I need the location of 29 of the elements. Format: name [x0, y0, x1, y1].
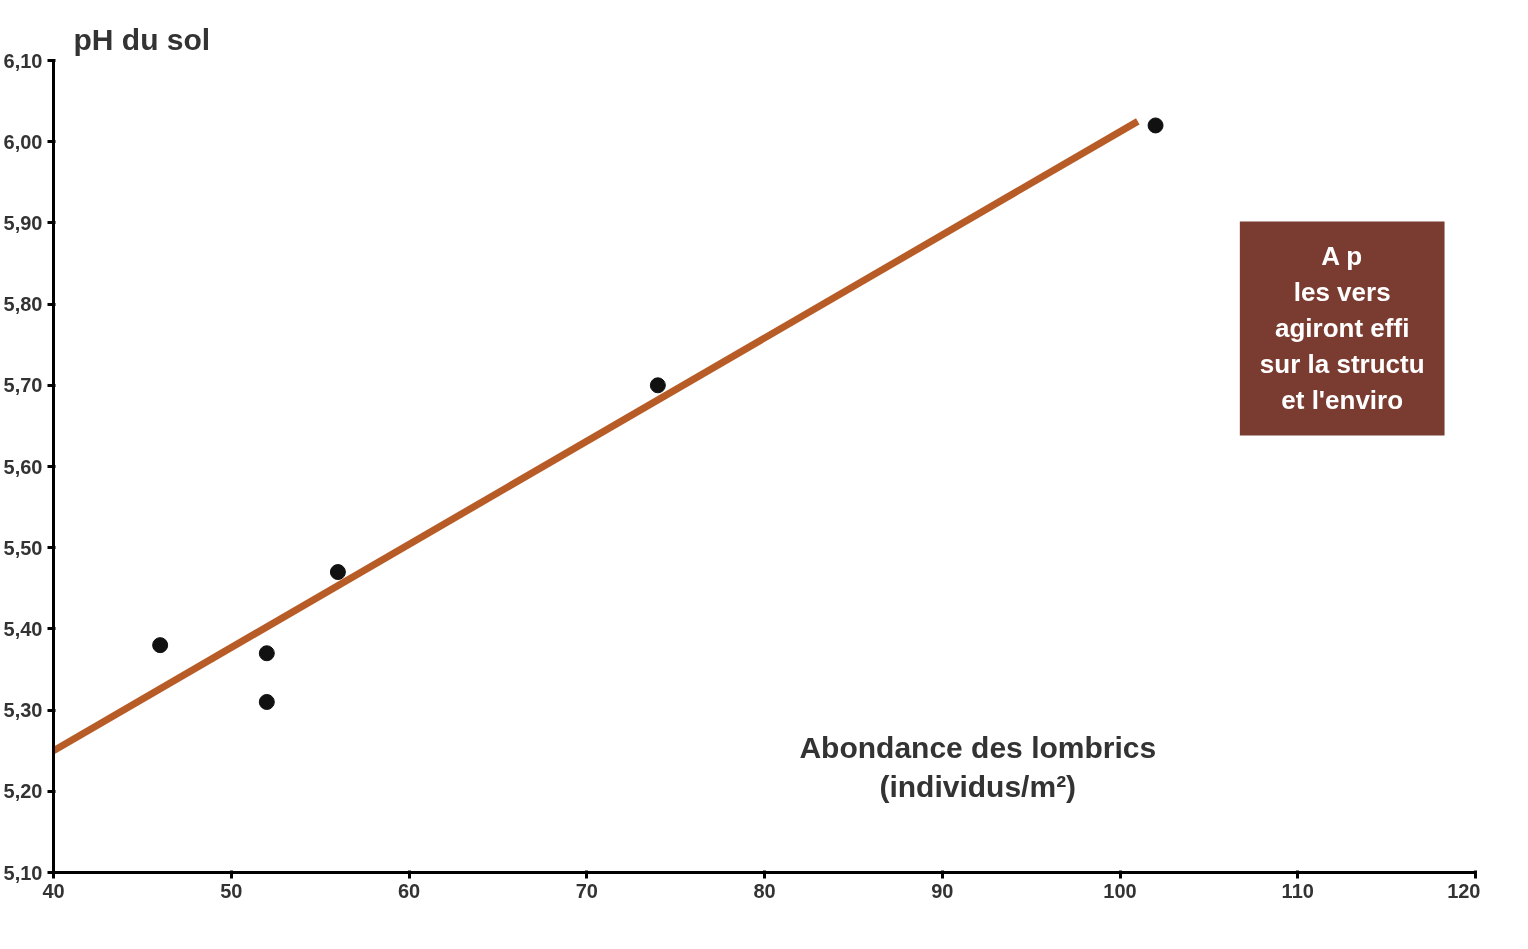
y-tick-label: 5,40	[3, 617, 43, 640]
y-tick-label: 5,10	[3, 861, 43, 884]
y-tick-label: 5,20	[3, 780, 43, 803]
point	[258, 693, 275, 710]
y-tick-label: 5,80	[3, 293, 43, 316]
x-tick-label: 90	[931, 879, 954, 902]
x-tick-label: 110	[1281, 879, 1314, 902]
y-tick-label: 6,10	[3, 49, 43, 72]
x-tick-label: 40	[42, 879, 65, 902]
x-axis-title: Abondance des lombrics (individus/m²)	[799, 730, 1157, 804]
y-axis-title: pH du sol	[73, 22, 211, 56]
x-tick-label: 60	[397, 879, 421, 902]
y-tick-label: 5,60	[3, 455, 43, 478]
point	[258, 645, 275, 662]
annotation: A p les vers agiront effi sur la structu et l'enviro	[1259, 241, 1425, 416]
x-tick-label: 120	[1447, 879, 1481, 902]
x-tick-label: 50	[220, 879, 243, 902]
point	[329, 564, 346, 581]
y-tick-label: 5,50	[3, 536, 43, 559]
y-tick-label: 5,30	[3, 699, 43, 722]
point	[649, 377, 666, 394]
point	[1147, 117, 1164, 134]
x-tick-label: 80	[753, 879, 776, 902]
y-tick-label: 6,00	[3, 130, 43, 153]
x-tick-label: 100	[1103, 879, 1137, 902]
y-tick-label: 5,90	[3, 211, 43, 234]
y-tick-label: 5,70	[3, 374, 43, 397]
point	[152, 637, 169, 654]
x-tick-label: 70	[575, 879, 598, 902]
